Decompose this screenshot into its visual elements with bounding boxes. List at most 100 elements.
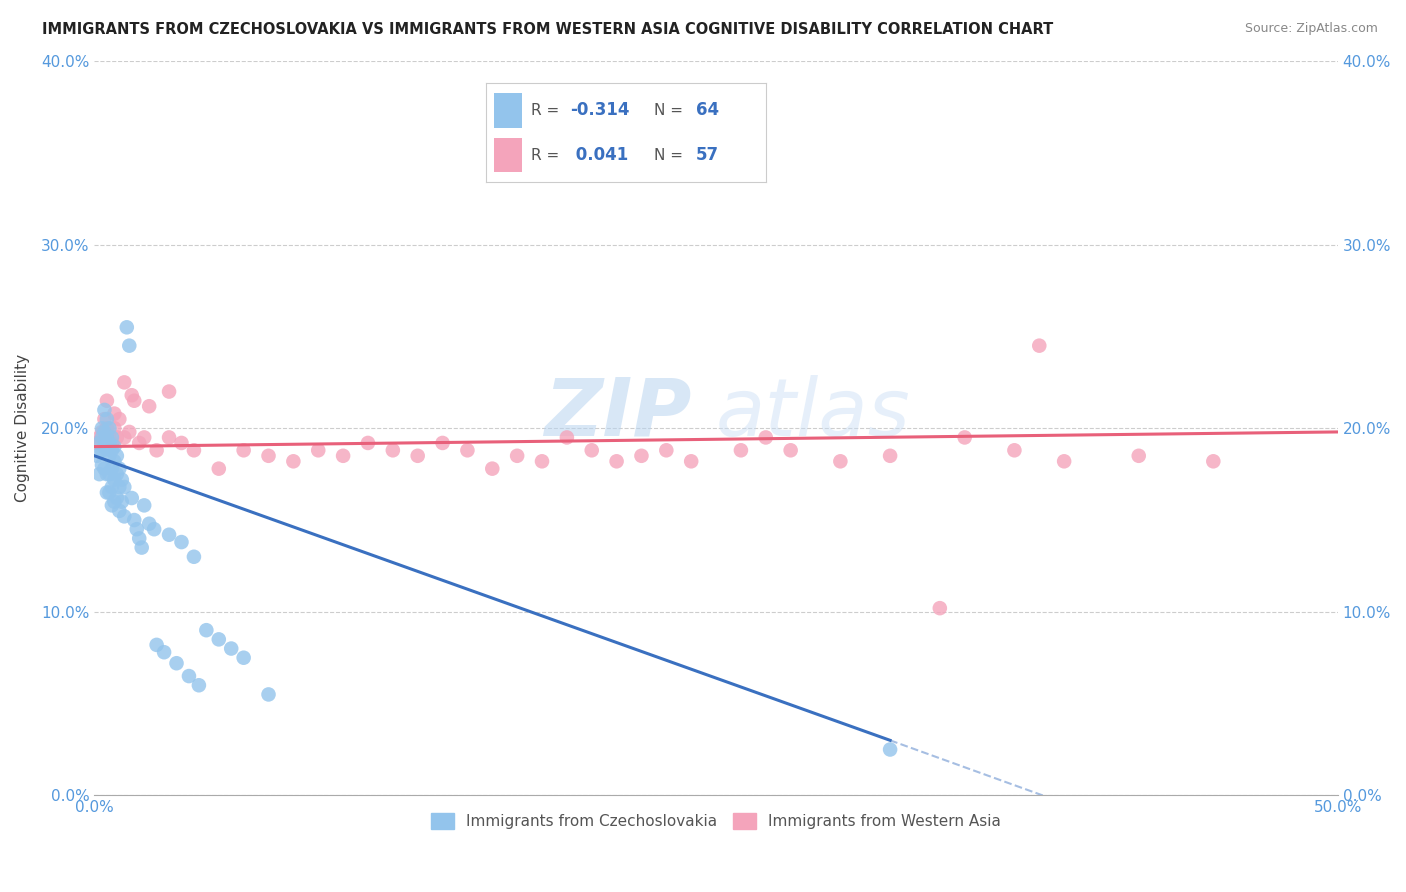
Point bbox=[755, 430, 778, 444]
Point bbox=[779, 443, 801, 458]
Point bbox=[145, 443, 167, 458]
Point bbox=[93, 403, 115, 417]
Point bbox=[93, 412, 115, 426]
Point bbox=[138, 399, 160, 413]
Point bbox=[108, 461, 131, 475]
Point bbox=[357, 436, 380, 450]
Point bbox=[112, 480, 135, 494]
Point bbox=[96, 412, 118, 426]
Point bbox=[166, 657, 188, 671]
Point bbox=[928, 601, 950, 615]
Point bbox=[128, 532, 150, 546]
Point bbox=[90, 425, 112, 439]
Point bbox=[89, 467, 111, 482]
Point bbox=[101, 461, 124, 475]
Point bbox=[108, 480, 131, 494]
Point bbox=[157, 527, 180, 541]
Point bbox=[195, 623, 218, 637]
Point bbox=[219, 641, 242, 656]
Y-axis label: Cognitive Disability: Cognitive Disability bbox=[15, 354, 30, 502]
Point bbox=[1028, 339, 1050, 353]
Point bbox=[98, 421, 121, 435]
Point bbox=[103, 473, 125, 487]
Point bbox=[157, 384, 180, 399]
Point bbox=[257, 449, 280, 463]
Point bbox=[1128, 449, 1150, 463]
Point bbox=[208, 461, 231, 475]
Point bbox=[98, 436, 121, 450]
Text: ZIP: ZIP bbox=[544, 375, 692, 452]
Point bbox=[103, 440, 125, 454]
Point bbox=[103, 494, 125, 508]
Point bbox=[128, 436, 150, 450]
Point bbox=[122, 393, 145, 408]
Point bbox=[112, 376, 135, 390]
Point bbox=[90, 430, 112, 444]
Point bbox=[581, 443, 603, 458]
Point bbox=[103, 407, 125, 421]
Point bbox=[121, 491, 143, 505]
Point bbox=[555, 430, 578, 444]
Point bbox=[101, 499, 124, 513]
Point bbox=[112, 509, 135, 524]
Point bbox=[96, 443, 118, 458]
Point bbox=[105, 430, 128, 444]
Point bbox=[170, 436, 193, 450]
Point bbox=[730, 443, 752, 458]
Point bbox=[108, 504, 131, 518]
Point bbox=[606, 454, 628, 468]
Point bbox=[86, 436, 108, 450]
Point bbox=[183, 549, 205, 564]
Point bbox=[134, 499, 156, 513]
Point bbox=[530, 454, 553, 468]
Point bbox=[381, 443, 404, 458]
Point bbox=[111, 473, 134, 487]
Point bbox=[134, 430, 156, 444]
Point bbox=[143, 522, 166, 536]
Point bbox=[1202, 454, 1225, 468]
Point bbox=[208, 632, 231, 647]
Point bbox=[456, 443, 478, 458]
Point bbox=[103, 421, 125, 435]
Point bbox=[177, 669, 200, 683]
Point bbox=[432, 436, 454, 450]
Point bbox=[86, 449, 108, 463]
Point bbox=[98, 449, 121, 463]
Point bbox=[187, 678, 209, 692]
Point bbox=[830, 454, 852, 468]
Point bbox=[118, 425, 141, 439]
Point bbox=[89, 430, 111, 444]
Point bbox=[183, 443, 205, 458]
Point bbox=[170, 535, 193, 549]
Text: Source: ZipAtlas.com: Source: ZipAtlas.com bbox=[1244, 22, 1378, 36]
Point bbox=[111, 494, 134, 508]
Point bbox=[232, 443, 254, 458]
Point bbox=[112, 430, 135, 444]
Point bbox=[105, 449, 128, 463]
Point bbox=[125, 522, 148, 536]
Legend: Immigrants from Czechoslovakia, Immigrants from Western Asia: Immigrants from Czechoslovakia, Immigran… bbox=[425, 807, 1007, 836]
Point bbox=[96, 485, 118, 500]
Point bbox=[108, 412, 131, 426]
Point bbox=[93, 425, 115, 439]
Point bbox=[131, 541, 153, 555]
Point bbox=[101, 443, 124, 458]
Point bbox=[332, 449, 354, 463]
Point bbox=[138, 516, 160, 531]
Point bbox=[145, 638, 167, 652]
Point bbox=[307, 443, 329, 458]
Point bbox=[283, 454, 305, 468]
Point bbox=[103, 454, 125, 468]
Point bbox=[105, 467, 128, 482]
Point bbox=[98, 430, 121, 444]
Point bbox=[96, 421, 118, 435]
Point bbox=[90, 443, 112, 458]
Point bbox=[101, 436, 124, 450]
Point bbox=[96, 467, 118, 482]
Point bbox=[1053, 454, 1076, 468]
Point bbox=[118, 339, 141, 353]
Point bbox=[257, 688, 280, 702]
Point bbox=[122, 513, 145, 527]
Point bbox=[96, 430, 118, 444]
Point bbox=[101, 430, 124, 444]
